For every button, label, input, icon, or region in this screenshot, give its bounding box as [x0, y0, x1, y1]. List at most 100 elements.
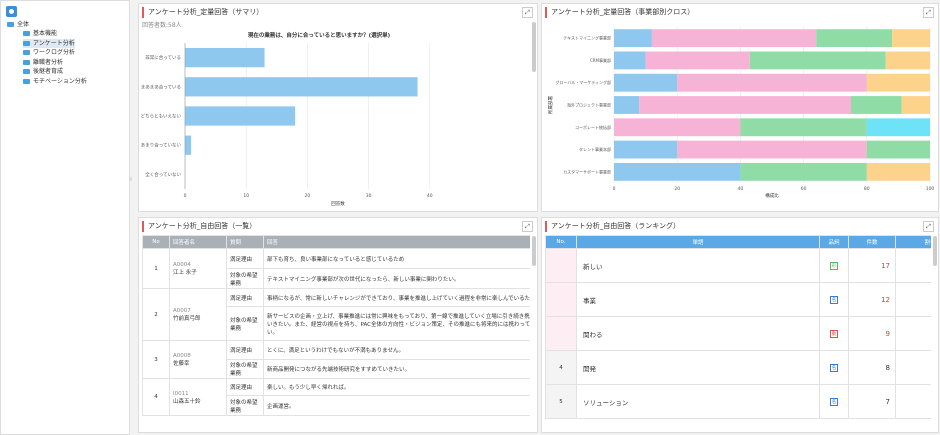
- y-axis-label: 所属部署: [547, 96, 554, 114]
- panel-cross: アンケート分析_定量回答（事業部別クロス） ⤢ 0 20 40 60 80 100 構成比 所…: [541, 3, 939, 212]
- answer: テキストマイニング事業部が次の世代になったら、新しい事業に関わりたい。: [263, 268, 530, 289]
- x-tick-label: 60: [801, 186, 807, 192]
- expand-button[interactable]: ⤢: [522, 7, 533, 18]
- tree-item[interactable]: 離職者分析: [23, 58, 63, 67]
- stacked-bar-chart: 0 20 40 60 80 100 構成比 所属部署 テキストマイニング事業部 CRM事業部グロー…: [547, 27, 935, 199]
- respondent-id: A0007: [173, 308, 191, 314]
- bar-segment: [614, 96, 640, 114]
- scrollbar[interactable]: [532, 22, 536, 72]
- word: ソリューション: [576, 384, 820, 419]
- y-tick-label: 海外プロジェクト事業部: [567, 102, 611, 108]
- answer: 企画運営。: [263, 395, 530, 416]
- column-header: 回答: [263, 235, 530, 249]
- bar-segment: [866, 118, 930, 137]
- respondent-cell: A0004 江上 永子: [169, 248, 227, 289]
- respondent-id: I0011: [173, 390, 189, 397]
- header-row: No 回答者名 質問 回答: [142, 235, 530, 249]
- respondent-cell: A0008 佐藤幸: [169, 340, 227, 379]
- panel-title: アンケート分析_定量回答（事業部別クロス）: [545, 7, 694, 18]
- answer: 楽しい。もう少し早く帰れれば。: [263, 378, 530, 396]
- word: 新しい: [576, 248, 820, 283]
- share-label: 12.1 %: [899, 399, 931, 405]
- folder-icon: [23, 69, 30, 74]
- rank-number: 5: [559, 398, 563, 405]
- bar-segment: [816, 29, 893, 48]
- bar-segment: [901, 96, 930, 114]
- header-row: No.単語品詞件数割合: [545, 235, 931, 249]
- x-axis-label: 構成比: [765, 192, 779, 199]
- question: 満足理由: [226, 248, 264, 269]
- ranking-row: 事業名 1220.7 %: [545, 282, 931, 317]
- x-tick-label: 20: [305, 193, 311, 199]
- bar-segment: [614, 29, 652, 48]
- tree-root[interactable]: 全体: [7, 20, 29, 29]
- pos-cell: 形: [819, 248, 849, 283]
- bar-segment: [645, 51, 750, 70]
- x-tick-label: 30: [366, 193, 372, 199]
- rank-cell: [545, 316, 577, 351]
- question: 対象の希望業務: [226, 359, 264, 379]
- bar-segment: [614, 162, 741, 181]
- tree-item[interactable]: 後継者育成: [23, 67, 63, 76]
- column-header: No: [142, 235, 170, 249]
- count: 9: [848, 316, 896, 351]
- bar-segment: [614, 118, 741, 137]
- tree-item[interactable]: モチベーション分析: [23, 77, 87, 86]
- x-tick-label: 40: [427, 193, 433, 199]
- bar-segment: [866, 73, 930, 92]
- panel-title: アンケート分析_定量回答（サマリ）: [142, 7, 263, 18]
- ranking-table: No.単語品詞件数割合新しい形1729.3 %事業名1220.7 %関わる動91…: [545, 235, 931, 419]
- bar-segment: [651, 29, 817, 48]
- rank-number: 4: [559, 364, 563, 371]
- question: 満足理由: [226, 288, 264, 307]
- row-number: 2: [142, 288, 170, 341]
- respondent-id: A0004: [173, 262, 191, 268]
- respondent-cell: I0011 山森五十鈴: [169, 378, 227, 416]
- bar-segment: [614, 73, 678, 92]
- y-tick-label: タレント事業本部: [579, 146, 611, 152]
- bar: [185, 106, 296, 126]
- folder-icon: [23, 78, 30, 84]
- bar-segment: [866, 162, 930, 181]
- expand-button[interactable]: ⤢: [923, 7, 934, 18]
- pos-badge: 名: [829, 397, 839, 406]
- y-tick-label: 全く合っていない: [145, 171, 181, 178]
- x-tick-label: 100: [926, 186, 935, 192]
- row-number: 4: [142, 378, 170, 416]
- scrollbar[interactable]: [933, 236, 937, 266]
- tree-label: アンケート分析: [33, 39, 75, 47]
- bar-segment: [677, 73, 867, 92]
- bar-segment: [851, 96, 902, 114]
- tree-item[interactable]: 基本機能: [23, 29, 57, 38]
- pos-badge: 名: [829, 363, 839, 372]
- bar-segment: [614, 51, 646, 70]
- folder-icon: [23, 40, 30, 46]
- bar-segment: [677, 140, 867, 159]
- tree-item[interactable]: アンケート分析: [23, 38, 75, 48]
- nav-tree: 全体 基本機能 アンケート分析 ワークログ分析 離職者分析 後継者育成モチベーション分析: [0, 0, 130, 435]
- scrollbar[interactable]: [532, 236, 536, 266]
- row-number: 1: [142, 248, 170, 289]
- splitter[interactable]: ⁞: [130, 176, 132, 183]
- x-tick-label: 20: [674, 186, 680, 192]
- folder-icon: [23, 59, 30, 65]
- expand-button[interactable]: ⤢: [923, 221, 934, 232]
- bar-segment: [749, 51, 886, 70]
- row-number: 3: [142, 340, 170, 379]
- folder-icon: [23, 31, 30, 36]
- tree-label: モチベーション分析: [33, 77, 87, 85]
- x-tick-label: 10: [243, 193, 249, 199]
- share-cell: 12.1 %: [895, 384, 931, 419]
- tree-label: 後継者育成: [33, 68, 64, 75]
- share-label: 13.8 %: [899, 365, 931, 371]
- chart-title: 現在の業務は、自分に合っていると思いますか？(選択単): [248, 31, 391, 39]
- tree-item[interactable]: ワークログ分析: [23, 48, 75, 57]
- expand-button[interactable]: ⤢: [522, 221, 533, 232]
- pos-badge: 動: [829, 329, 839, 338]
- answer-table: No 回答者名 質問 回答 1 A0004 江上 永子 満足理由 部下も育ち、良い事業部になって…: [142, 235, 530, 416]
- settings-icon[interactable]: [6, 6, 17, 17]
- column-header: 単語: [576, 235, 820, 249]
- word: 開発: [576, 350, 820, 385]
- share-cell: 15.5 %: [895, 316, 931, 351]
